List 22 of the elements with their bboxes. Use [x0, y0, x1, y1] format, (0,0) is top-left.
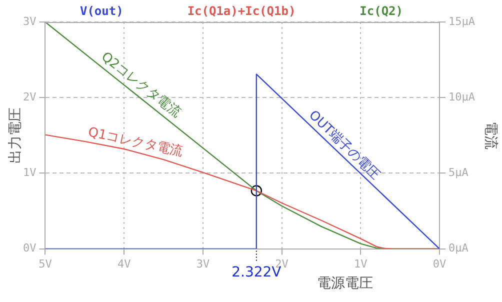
y-tick-label: 3V — [22, 14, 37, 28]
text: Ic(Q1a)+Ic(Q1b) — [187, 4, 296, 18]
y-tick-label: 1V — [22, 166, 37, 180]
x-tick-label: 4V — [117, 257, 132, 270]
x-tick-label: 1V — [354, 257, 368, 270]
y-axis-title: 出力電圧 — [8, 107, 24, 164]
x-tick-label: 5V — [38, 257, 52, 270]
text: Ic(Q2) — [360, 4, 404, 18]
x-tick-label: 3V — [196, 257, 210, 270]
annotation: Q2コレクタ電流 — [98, 48, 184, 121]
x-axis-title: 電源電圧 — [316, 275, 373, 292]
y2-tick-label: 5µA — [448, 166, 469, 180]
y2-tick-label: 0µA — [448, 242, 469, 255]
y-tick-label: 2V — [22, 90, 37, 104]
y2-tick-label: 10µA — [448, 90, 476, 104]
annotation: 2.322V — [232, 264, 282, 280]
text: V(out) — [80, 4, 124, 18]
annotation: Q1コレクタ電流 — [86, 124, 184, 160]
y2-axis-title: 電流 — [482, 121, 498, 150]
y2-tick-label: 15µA — [448, 14, 476, 28]
y-tick-label: 0V — [22, 242, 37, 255]
x-tick-label: 0V — [432, 257, 447, 270]
